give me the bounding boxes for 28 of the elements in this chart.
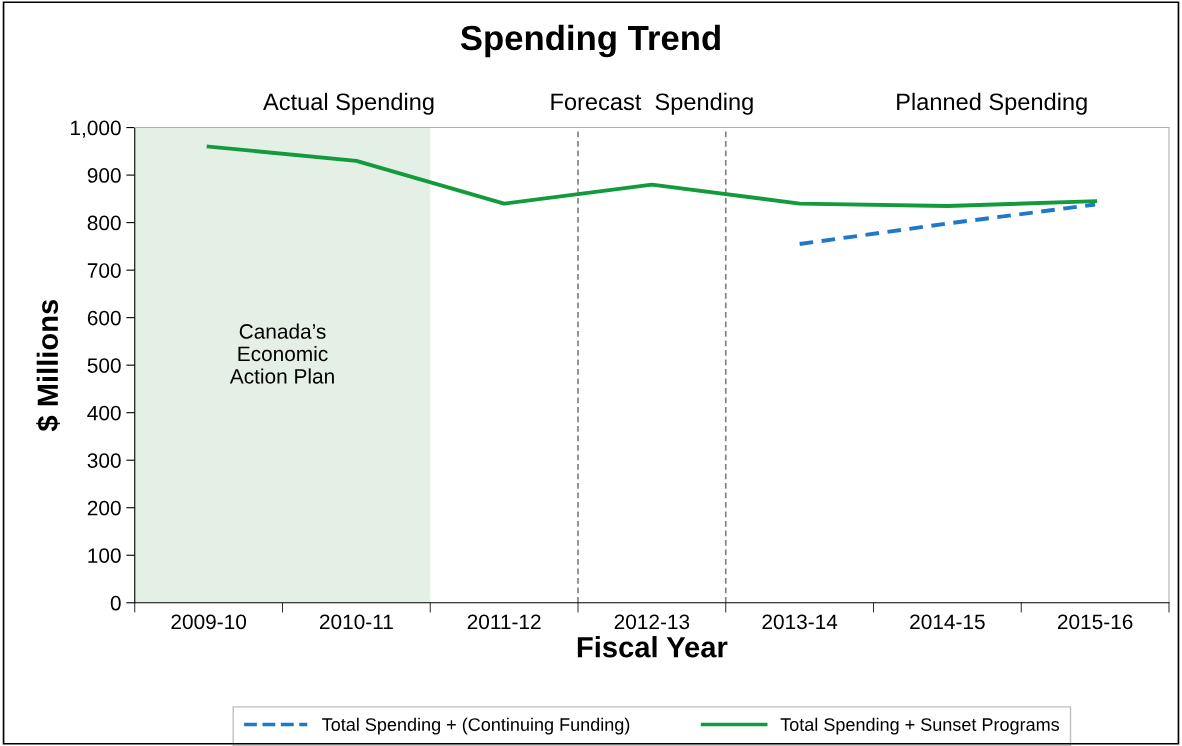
x-tick-label: 2010-11 [319, 614, 393, 630]
y-tick-label: 100 [88, 548, 121, 563]
y-axis-title: $ Millions [36, 299, 60, 432]
y-tick-label: 900 [87, 168, 121, 183]
x-tick-label: 2014-15 [910, 614, 985, 630]
x-tick-label: 2013-14 [762, 614, 838, 630]
legend-label: Total Spending + Sunset Programs [780, 717, 1060, 735]
x-tick-label: 2015-16 [1057, 614, 1133, 630]
x-tick-label: 2009-10 [171, 614, 247, 630]
y-tick-label: 400 [87, 405, 121, 421]
y-tick-label: 800 [87, 215, 121, 231]
chart-title: Spending Trend [460, 24, 720, 58]
y-tick-label: 700 [87, 263, 121, 278]
band-label: Canada’s Economic Action Plan [229, 323, 334, 384]
x-tick-label: 2012-13 [614, 614, 690, 630]
y-tick-label: 300 [87, 453, 121, 468]
x-axis-title: Fiscal Year [577, 636, 728, 658]
text: Actual Spending [263, 92, 434, 115]
y-tick-label: 600 [87, 310, 121, 326]
x-tick-label: 2011-12 [467, 614, 541, 630]
legend-label: Total Spending + (Continuing Funding) [322, 717, 630, 735]
y-tick-label: 0 [110, 595, 121, 611]
line-series [206, 144, 1098, 208]
y-tick-label: 500 [87, 358, 121, 373]
y-tick-label: 1,000 [71, 120, 121, 138]
text: Planned Spending [897, 92, 1087, 115]
text: Forecast Spending [551, 92, 753, 115]
y-tick-label: 200 [87, 500, 121, 516]
